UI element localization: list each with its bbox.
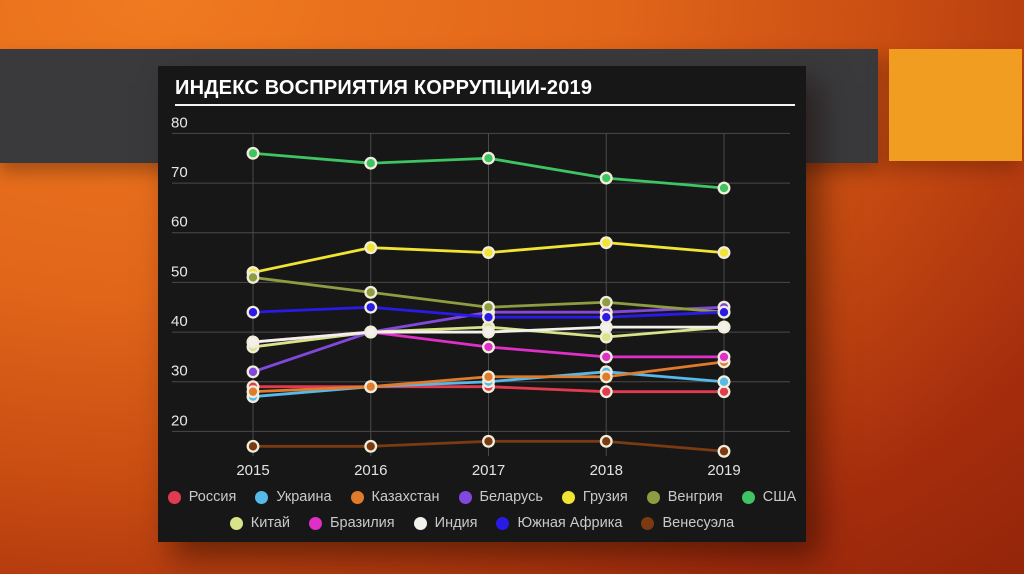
x-tick-label: 2019 xyxy=(707,462,740,478)
legend-item-Венгрия: Венгрия xyxy=(646,489,723,505)
series-9 xyxy=(246,320,731,349)
data-point xyxy=(364,156,378,170)
legend-item-Южная Африка: Южная Африка xyxy=(496,515,622,531)
x-tick-label: 2017 xyxy=(472,462,505,478)
data-point xyxy=(599,434,613,448)
data-point xyxy=(246,305,260,319)
legend-label: Украина xyxy=(276,489,332,505)
legend-item-Грузия: Грузия xyxy=(561,489,628,505)
data-point xyxy=(364,439,378,453)
series-10 xyxy=(246,300,731,324)
data-point xyxy=(364,241,378,255)
legend-label: Венесуэла xyxy=(662,515,735,531)
data-point xyxy=(717,350,731,364)
legend-marker-icon xyxy=(741,490,755,504)
legend-item-Казахстан: Казахстан xyxy=(350,489,440,505)
data-point xyxy=(482,340,495,354)
data-point xyxy=(482,325,495,339)
data-point xyxy=(246,385,260,399)
legend-item-США: США xyxy=(741,489,797,505)
legend-label: Казахстан xyxy=(371,489,440,505)
x-tick-label: 2015 xyxy=(236,462,269,478)
data-point xyxy=(717,305,731,319)
legend-label: Китай xyxy=(250,515,290,531)
legend-label: Россия xyxy=(188,489,237,505)
data-point xyxy=(364,285,378,299)
y-tick-label: 80 xyxy=(171,114,188,131)
legend-label: Индия xyxy=(434,515,478,531)
data-point xyxy=(717,375,731,389)
legend-item-Россия: Россия xyxy=(167,489,237,505)
data-point xyxy=(482,151,495,165)
legend-marker-icon xyxy=(413,516,427,530)
legend-marker-icon xyxy=(641,516,655,530)
legend-label: Венгрия xyxy=(667,489,723,505)
chart-legend: Россия Украина Казахстан Беларусь Грузия Венг… xyxy=(158,484,806,536)
data-point xyxy=(599,295,613,309)
data-point xyxy=(599,236,613,250)
data-point xyxy=(599,350,613,364)
accent-rectangle xyxy=(889,49,1022,161)
x-tick-label: 2016 xyxy=(354,462,387,478)
y-tick-label: 60 xyxy=(171,214,188,231)
series-4 xyxy=(246,236,731,279)
legend-item-Бразилия: Бразилия xyxy=(308,515,395,531)
series-11 xyxy=(246,434,731,458)
legend-marker-icon xyxy=(167,490,181,504)
legend-item-Венесуэла: Венесуэла xyxy=(641,515,734,531)
legend-item-Украина: Украина xyxy=(255,489,332,505)
legend-marker-icon xyxy=(458,490,472,504)
data-point xyxy=(246,270,260,284)
legend-marker-icon xyxy=(561,490,575,504)
legend-label: Бразилия xyxy=(329,515,395,531)
legend-label: Грузия xyxy=(582,489,628,505)
legend-marker-icon xyxy=(496,516,510,530)
chart-panel: ИНДЕКС ВОСПРИЯТИЯ КОРРУПЦИИ-2019 80 70 60 5… xyxy=(158,66,806,542)
data-point xyxy=(482,434,495,448)
data-point xyxy=(364,380,378,394)
legend-item-Индия: Индия xyxy=(413,515,478,531)
legend-row: Россия Украина Казахстан Беларусь Грузия Венг… xyxy=(158,484,806,510)
legend-marker-icon xyxy=(229,516,243,530)
title-underline xyxy=(175,104,795,106)
legend-label: Беларусь xyxy=(479,489,543,505)
data-point xyxy=(717,181,731,195)
legend-label: Южная Африка xyxy=(517,515,623,531)
legend-marker-icon xyxy=(308,516,322,530)
data-point xyxy=(599,171,613,185)
y-tick-label: 70 xyxy=(171,164,188,181)
legend-label: США xyxy=(762,489,797,505)
x-tick-label: 2018 xyxy=(590,462,623,478)
series-6 xyxy=(246,146,731,195)
legend-marker-icon xyxy=(646,490,660,504)
data-point xyxy=(599,310,613,324)
y-tick-label: 20 xyxy=(171,412,188,429)
data-point xyxy=(717,246,731,260)
data-point xyxy=(246,439,260,453)
y-tick-label: 40 xyxy=(171,313,188,330)
line-chart: 80 70 60 50 40 30 20 2015 2016 2017 2018 2019 xyxy=(171,114,790,478)
legend-item-Беларусь: Беларусь xyxy=(458,489,543,505)
data-point xyxy=(246,365,260,379)
data-point xyxy=(599,370,613,384)
data-point xyxy=(482,246,495,260)
legend-row: Китай Бразилия Индия Южная Африка Венесуэла xyxy=(158,510,806,536)
data-point xyxy=(599,385,613,399)
legend-marker-icon xyxy=(350,490,364,504)
data-point xyxy=(246,146,260,160)
data-point xyxy=(364,300,378,314)
chart-title: ИНДЕКС ВОСПРИЯТИЯ КОРРУПЦИИ-2019 xyxy=(175,77,593,99)
data-point xyxy=(717,444,731,458)
legend-item-Китай: Китай xyxy=(229,515,290,531)
data-point xyxy=(364,325,378,339)
data-point xyxy=(717,320,731,334)
legend-marker-icon xyxy=(255,490,269,504)
y-tick-label: 50 xyxy=(171,263,188,280)
data-point xyxy=(246,335,260,349)
data-point xyxy=(482,370,495,384)
data-point xyxy=(482,310,495,324)
y-tick-label: 30 xyxy=(171,363,188,380)
